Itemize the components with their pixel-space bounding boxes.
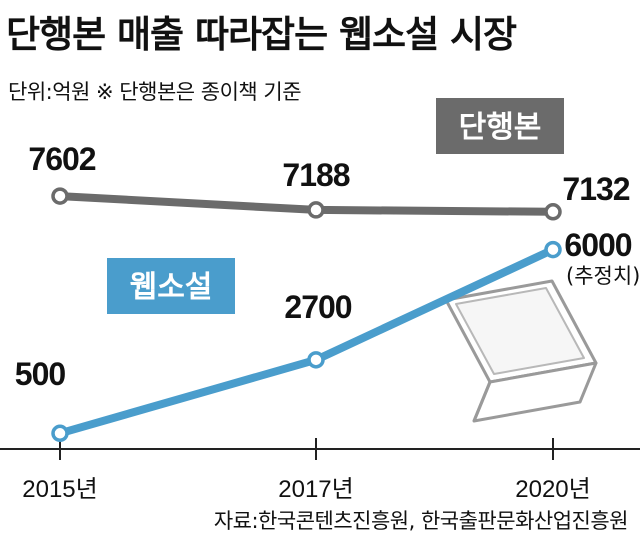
data-label: 2700 [284,289,351,325]
chart-subtitle: 단위:억원 ※ 단행본은 종이책 기준 [8,80,302,104]
data-label: 7602 [28,141,95,177]
series-tag-print-label: 단행본 [459,110,542,145]
laptop-icon [444,279,598,423]
x-tick-label: 2015년 [22,476,97,503]
data-point [51,424,69,443]
data-point [307,351,325,369]
data-point [307,201,325,219]
x-tick-label: 2017년 [278,476,353,503]
estimate-note: (추정치) [566,264,640,288]
data-point [51,187,69,205]
series-line-print [59,192,554,216]
chart-title: 단행본 매출 따라잡는 웹소설 시장 [6,13,517,56]
source-note: 자료:한국콘텐츠진흥원, 한국출판문화산업진흥원 [213,509,629,533]
x-tick-label: 2020년 [515,476,590,503]
data-label: 7132 [562,171,629,207]
data-label: 7188 [282,157,349,193]
data-point [544,240,562,259]
series-tag-web-label: 웹소설 [130,270,213,305]
series-tag-web: 웹소설 [107,258,235,314]
data-label: 500 [15,356,66,392]
data-point [544,203,562,221]
data-label: 6000 [564,227,631,263]
series-tag-print: 단행본 [436,98,564,154]
